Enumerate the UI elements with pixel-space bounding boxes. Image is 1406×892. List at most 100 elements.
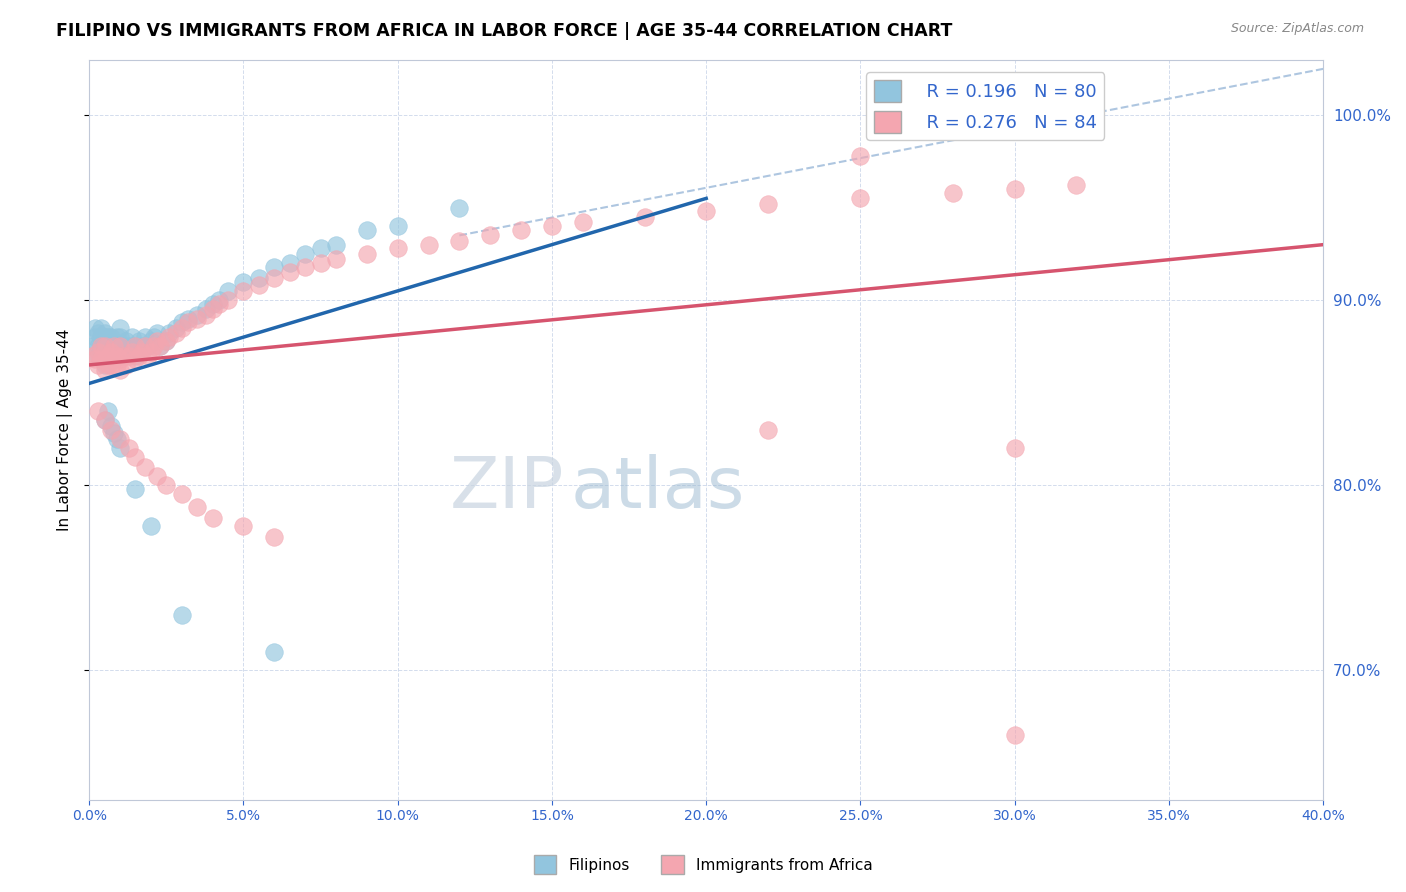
Point xyxy=(84,321,107,335)
Point xyxy=(541,219,564,234)
Point xyxy=(93,352,115,367)
Point xyxy=(142,339,165,353)
Point xyxy=(170,487,193,501)
Point xyxy=(115,358,138,372)
Point xyxy=(186,500,208,515)
Point xyxy=(93,363,115,377)
Point xyxy=(103,352,125,367)
Point xyxy=(87,345,110,359)
Point xyxy=(97,404,120,418)
Point xyxy=(309,241,332,255)
Point xyxy=(146,469,169,483)
Point xyxy=(118,339,141,353)
Point xyxy=(217,293,239,307)
Point xyxy=(128,349,150,363)
Point xyxy=(186,311,208,326)
Point xyxy=(849,191,872,205)
Legend: Filipinos, Immigrants from Africa: Filipinos, Immigrants from Africa xyxy=(527,849,879,880)
Point xyxy=(232,519,254,533)
Point xyxy=(418,237,440,252)
Point xyxy=(108,330,131,344)
Point xyxy=(93,413,115,427)
Point xyxy=(112,339,135,353)
Point xyxy=(93,334,115,348)
Point xyxy=(100,358,122,372)
Point xyxy=(309,256,332,270)
Point xyxy=(1004,182,1026,196)
Point xyxy=(177,311,200,326)
Point xyxy=(108,352,131,367)
Point xyxy=(103,426,125,441)
Point xyxy=(247,271,270,285)
Point xyxy=(124,450,146,465)
Point xyxy=(97,345,120,359)
Point xyxy=(87,326,110,341)
Point xyxy=(134,339,156,353)
Point xyxy=(217,284,239,298)
Point xyxy=(149,339,172,353)
Point xyxy=(247,278,270,293)
Point xyxy=(157,326,180,341)
Text: ZIP: ZIP xyxy=(450,454,564,524)
Point xyxy=(756,423,779,437)
Point xyxy=(572,215,595,229)
Point xyxy=(90,339,112,353)
Point xyxy=(118,349,141,363)
Point xyxy=(165,321,187,335)
Text: Source: ZipAtlas.com: Source: ZipAtlas.com xyxy=(1230,22,1364,36)
Point xyxy=(128,334,150,348)
Point xyxy=(157,330,180,344)
Point xyxy=(449,234,471,248)
Point xyxy=(100,419,122,434)
Point xyxy=(100,345,122,359)
Point xyxy=(93,339,115,353)
Point xyxy=(87,404,110,418)
Point xyxy=(112,349,135,363)
Point xyxy=(100,339,122,353)
Point xyxy=(93,358,115,372)
Point xyxy=(263,271,285,285)
Text: FILIPINO VS IMMIGRANTS FROM AFRICA IN LABOR FORCE | AGE 35-44 CORRELATION CHART: FILIPINO VS IMMIGRANTS FROM AFRICA IN LA… xyxy=(56,22,953,40)
Point xyxy=(756,197,779,211)
Point xyxy=(387,241,409,255)
Point xyxy=(155,334,177,348)
Point xyxy=(201,302,224,317)
Point xyxy=(93,339,115,353)
Point xyxy=(142,330,165,344)
Point xyxy=(201,297,224,311)
Point xyxy=(108,321,131,335)
Point xyxy=(87,349,110,363)
Point xyxy=(263,645,285,659)
Point xyxy=(105,358,128,372)
Point xyxy=(121,345,143,359)
Point xyxy=(165,326,187,341)
Point xyxy=(232,284,254,298)
Point xyxy=(131,339,153,353)
Point xyxy=(97,358,120,372)
Point xyxy=(90,321,112,335)
Point xyxy=(139,519,162,533)
Point xyxy=(177,315,200,329)
Point xyxy=(170,315,193,329)
Point xyxy=(155,334,177,348)
Legend:   R = 0.196   N = 80,   R = 0.276   N = 84: R = 0.196 N = 80, R = 0.276 N = 84 xyxy=(866,72,1105,140)
Point xyxy=(1004,728,1026,742)
Point xyxy=(208,297,231,311)
Point xyxy=(82,339,104,353)
Point xyxy=(849,149,872,163)
Point xyxy=(97,349,120,363)
Point xyxy=(263,260,285,274)
Point xyxy=(108,363,131,377)
Point xyxy=(84,330,107,344)
Point xyxy=(100,423,122,437)
Point xyxy=(1066,178,1088,193)
Text: atlas: atlas xyxy=(571,454,745,524)
Point xyxy=(93,349,115,363)
Point xyxy=(124,352,146,367)
Point xyxy=(633,210,655,224)
Point xyxy=(146,334,169,348)
Point xyxy=(93,345,115,359)
Point xyxy=(124,339,146,353)
Point xyxy=(449,201,471,215)
Point xyxy=(115,334,138,348)
